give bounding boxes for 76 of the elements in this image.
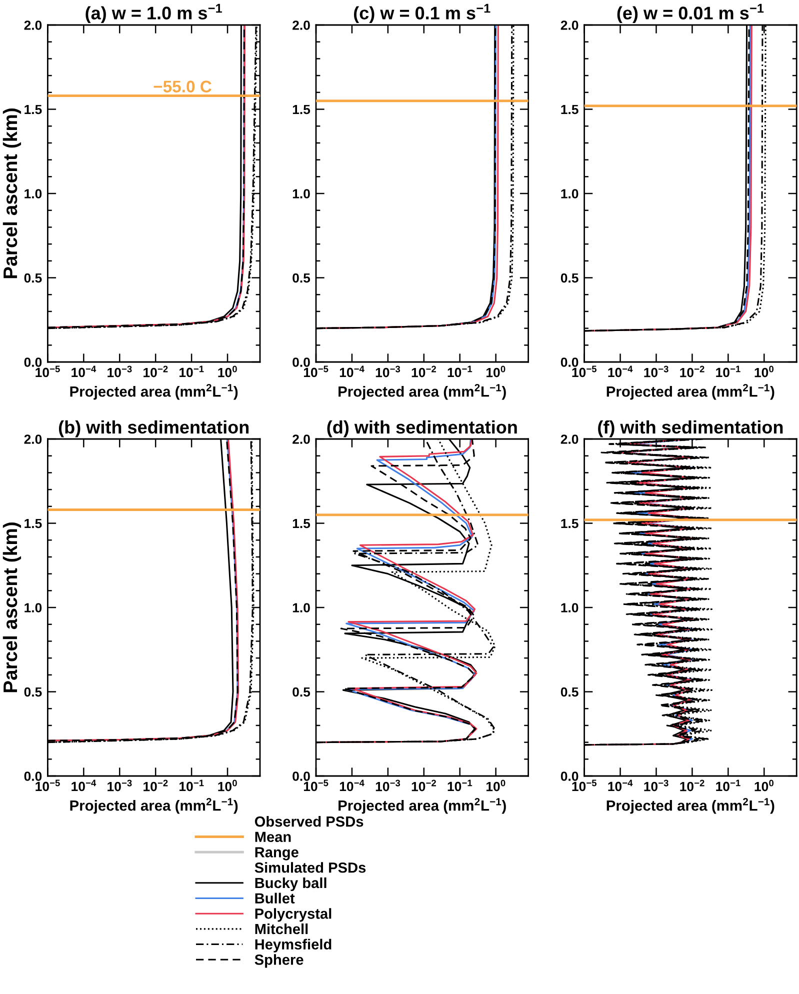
x-tick-label: 10$^{−1}$ (180, 780, 204, 792)
y-tick-label: 1.5 (561, 518, 578, 528)
x-tick-label: 10$^{−4}$ (608, 780, 633, 792)
text: Range (255, 847, 298, 860)
y-tick-label: 0.5 (560, 687, 578, 697)
x-tick-label: 10$^{0}$ (486, 366, 506, 378)
y-tick-label: 1.0 (292, 603, 310, 612)
y-tick-label: 0.0 (292, 772, 310, 781)
x-axis-title: Projected area (mm$^{2}$L$^{−1}$) (338, 798, 506, 814)
legend-label: Mean (255, 832, 291, 842)
y-tick-label: 0.5 (24, 687, 42, 697)
x-tick-label: 10$^{−1}$ (448, 780, 472, 792)
x-tick-label: 10$^{−2}$ (412, 366, 436, 378)
text: Simulated PSDs (254, 862, 366, 873)
legend-label: Sphere (254, 954, 304, 968)
x-tick-label: 10$^{−2}$ (680, 366, 704, 378)
x-tick-label: 10$^{−3}$ (376, 366, 400, 378)
x-tick-label: 10$^{0}$ (486, 780, 506, 792)
legend-label: Bucky ball (255, 877, 326, 892)
x-tick-label: 10$^{−2}$ (680, 780, 704, 792)
x-tick-label: 10$^{−4}$ (340, 780, 364, 792)
x-axis-title: Projected area (mm$^{2}$L$^{−1}$) (606, 798, 774, 814)
y-axis-title: Parcel ascent (km) (2, 522, 22, 692)
chart-title: (d) with sedimentation (327, 420, 517, 438)
y-tick-label: 0.0 (24, 772, 42, 781)
y-tick-label: 0.5 (560, 273, 578, 283)
x-tick-label: 10$^{−4}$ (608, 366, 633, 378)
x-tick-label: 10$^{0}$ (754, 780, 774, 792)
y-tick-label: 1.0 (561, 603, 578, 612)
chart-title: (b) with sedimentation (58, 420, 249, 438)
y-tick-label: 2.0 (292, 20, 310, 30)
x-tick-label: 10$^{−2}$ (144, 780, 168, 792)
legend-label: Polycrystal (255, 908, 332, 922)
x-axis-title: Projected area (mm$^{2}$L$^{−1}$) (70, 798, 238, 814)
text: Observed PSDs (254, 816, 364, 827)
x-tick-label: 10$^{0}$ (754, 366, 774, 378)
y-tick-label: 2.0 (560, 434, 578, 444)
x-tick-label: 10$^{−5}$ (572, 780, 597, 792)
chart-title: (c) w = 0.1 m s$^{−1}$ (354, 4, 490, 24)
x-tick-label: 10$^{−1}$ (448, 366, 472, 378)
y-tick-label: 1.0 (561, 189, 578, 198)
x-tick-label: 10$^{−1}$ (716, 366, 740, 378)
x-tick-label: 10$^{−3}$ (644, 366, 668, 378)
y-tick-label: 0.0 (560, 358, 578, 367)
legend-label: Bullet (255, 892, 295, 904)
y-tick-label: 1.5 (292, 518, 310, 528)
y-tick-label: 0.0 (292, 358, 310, 367)
y-tick-label: 2.0 (24, 434, 42, 444)
x-tick-label: 10$^{−1}$ (716, 780, 740, 792)
y-tick-label: 1.5 (561, 104, 578, 114)
x-tick-label: 10$^{−3}$ (376, 780, 400, 792)
y-tick-label: 1.0 (24, 603, 42, 612)
x-tick-label: 10$^{−4}$ (72, 780, 96, 792)
x-tick-label: 10$^{0}$ (218, 780, 237, 792)
x-tick-label: 10$^{−4}$ (340, 366, 364, 378)
chart-title: (f) with sedimentation (598, 420, 783, 438)
x-axis-title: Projected area (mm$^{2}$L$^{−1}$) (338, 384, 506, 400)
x-tick-label: 10$^{−5}$ (36, 780, 60, 792)
legend-label: Heymsfield (255, 938, 332, 952)
y-tick-label: 0.5 (292, 687, 310, 697)
x-tick-label: 10$^{−2}$ (412, 780, 436, 792)
y-tick-label: 1.0 (292, 189, 310, 198)
y-tick-label: 1.5 (24, 518, 42, 528)
x-axis-title: Projected area (mm$^{2}$L$^{−1}$) (606, 384, 774, 400)
chart-title: (e) w = 0.01 m s$^{−1}$ (617, 4, 764, 24)
y-tick-label: 2.0 (560, 20, 578, 30)
y-tick-label: 1.5 (292, 104, 310, 114)
y-tick-label: 0.5 (292, 273, 310, 283)
x-tick-label: 10$^{−5}$ (304, 366, 328, 378)
y-tick-label: 2.0 (292, 434, 310, 444)
y-tick-label: 0.0 (560, 772, 578, 781)
x-tick-label: 10$^{−5}$ (304, 780, 328, 792)
x-tick-label: 10$^{−5}$ (572, 366, 597, 378)
legend-label: Mitchell (255, 923, 308, 934)
x-tick-label: 10$^{−3}$ (644, 780, 668, 792)
x-tick-label: 10$^{−3}$ (108, 780, 132, 792)
